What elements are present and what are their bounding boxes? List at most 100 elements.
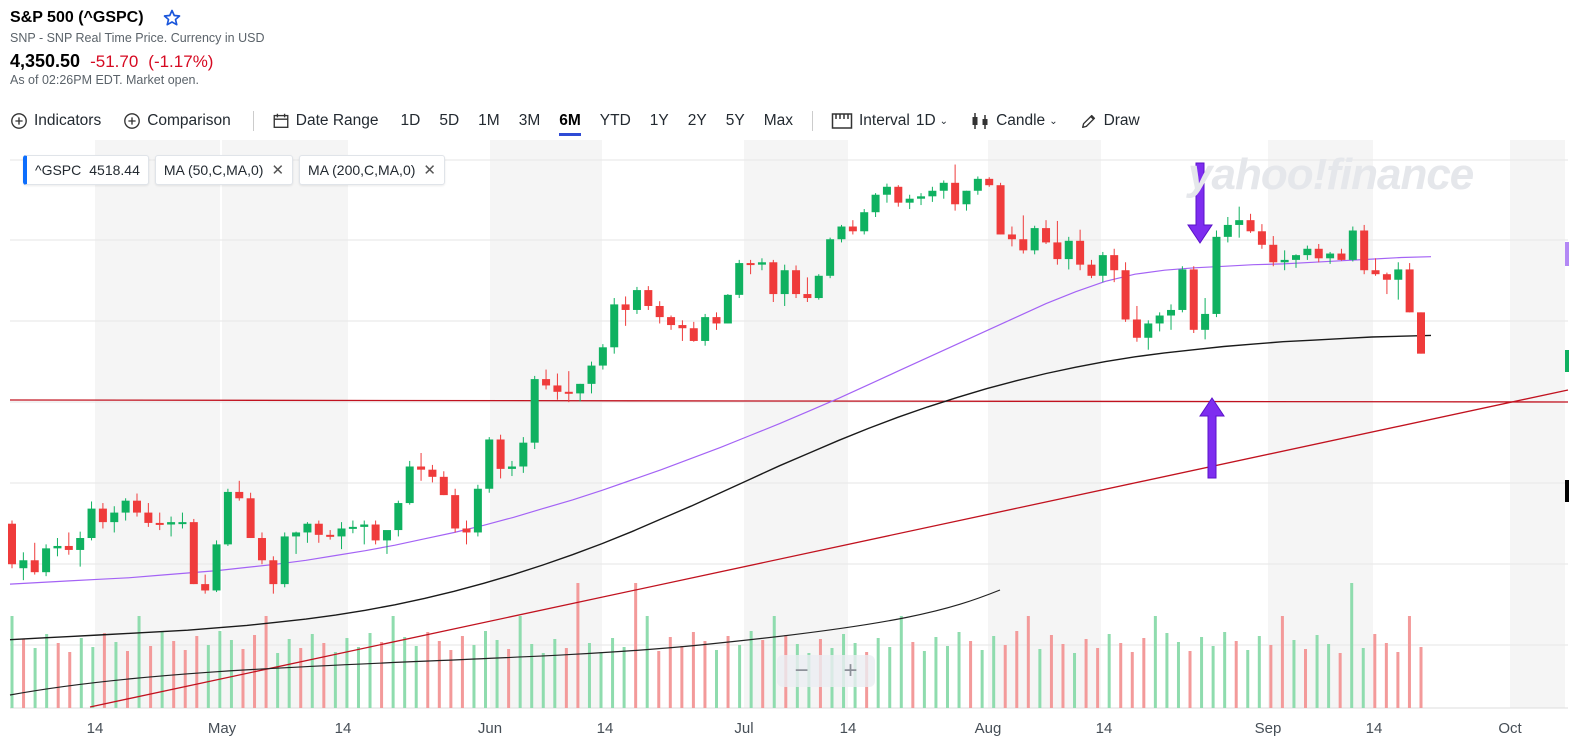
- interval-dropdown[interactable]: Interval 1D ⌄: [831, 112, 948, 130]
- x-axis-label: Jun: [478, 720, 502, 737]
- legend-symbol-chip[interactable]: ^GSPC 4518.44: [23, 155, 149, 185]
- volume-bar: [738, 645, 742, 708]
- close-icon[interactable]: ✕: [271, 162, 285, 179]
- candle-body: [246, 498, 255, 539]
- volume-bar: [287, 639, 291, 708]
- candle-body: [1064, 240, 1073, 260]
- candle-body: [394, 503, 403, 531]
- volume-bar: [1338, 653, 1342, 708]
- volume-bar: [691, 632, 695, 708]
- range-1d[interactable]: 1D: [400, 112, 421, 129]
- volume-bar: [1015, 631, 1019, 708]
- candle-body: [473, 488, 482, 533]
- x-axis-label: 14: [1096, 720, 1113, 737]
- range-1m[interactable]: 1M: [478, 112, 500, 129]
- chevron-down-icon: ⌄: [1049, 115, 1058, 127]
- candle-body: [178, 522, 187, 525]
- candle-body: [76, 538, 85, 550]
- volume-bar: [1165, 633, 1169, 708]
- quote-header: S&P 500 (^GSPC) SNP - SNP Real Time Pric…: [10, 8, 264, 87]
- zoom-out-button[interactable]: −: [794, 657, 809, 684]
- candle-body: [973, 178, 982, 191]
- chart-type-dropdown[interactable]: Candle ⌄: [970, 111, 1058, 131]
- candle-body: [1178, 269, 1187, 310]
- quote-subtitle: SNP - SNP Real Time Price. Currency in U…: [10, 31, 265, 45]
- candle-body: [564, 391, 573, 394]
- star-icon[interactable]: [162, 8, 182, 28]
- volume-bar: [634, 583, 638, 708]
- candle-body: [689, 328, 698, 341]
- volume-bar: [195, 636, 199, 708]
- candle-body: [735, 263, 744, 295]
- volume-bar: [1119, 643, 1123, 708]
- candle-body: [314, 523, 323, 535]
- volume-bar: [68, 652, 72, 708]
- candle-body: [337, 528, 346, 537]
- candle-body: [882, 186, 891, 195]
- volume-bar: [333, 652, 337, 708]
- range-3m[interactable]: 3M: [518, 112, 541, 129]
- interval-icon: [831, 113, 853, 129]
- yahoo-finance-watermark: yahoo!finance: [1188, 150, 1474, 199]
- volume-bar: [622, 647, 626, 708]
- candle-body: [1314, 248, 1323, 259]
- volume-bar: [1049, 635, 1053, 708]
- range-5y[interactable]: 5Y: [725, 112, 745, 129]
- range-2y[interactable]: 2Y: [687, 112, 707, 129]
- volume-bar: [403, 637, 407, 708]
- chart-type-label: Candle: [996, 112, 1046, 129]
- range-max[interactable]: Max: [763, 112, 793, 129]
- price-change: -51.70: [90, 52, 139, 71]
- candle-body: [42, 548, 51, 573]
- candle-body: [189, 522, 198, 585]
- close-icon[interactable]: ✕: [423, 162, 436, 179]
- volume-bar: [79, 638, 83, 708]
- x-axis-label: Oct: [1498, 720, 1522, 737]
- candle-body: [1257, 231, 1266, 245]
- candle-body: [1303, 248, 1312, 256]
- volume-bar: [484, 631, 488, 708]
- range-6m[interactable]: 6M: [559, 112, 581, 136]
- candle-body: [1337, 253, 1346, 260]
- range-5d[interactable]: 5D: [439, 112, 460, 129]
- price-chart[interactable]: 14 May 14 Jun 14 Jul 14 Aug 14 Sep 14 Oct: [0, 140, 1573, 750]
- quote-title: S&P 500 (^GSPC): [10, 9, 144, 26]
- legend-ma200-chip[interactable]: MA (200,C,MA,0) ✕: [299, 155, 445, 185]
- date-range-button[interactable]: Date Range: [272, 112, 379, 130]
- volume-bar: [980, 650, 984, 708]
- candle-body: [519, 442, 528, 467]
- candle-body: [1076, 240, 1085, 265]
- comparison-button[interactable]: Comparison: [123, 112, 231, 130]
- candle-body: [371, 524, 380, 541]
- zoom-controls: − +: [777, 655, 875, 687]
- volume-bar: [657, 651, 661, 708]
- legend-ma50-chip[interactable]: MA (50,C,MA,0) ✕: [154, 155, 294, 185]
- volume-bar: [206, 645, 210, 708]
- candle-body: [496, 439, 505, 469]
- candle-body: [1042, 228, 1051, 243]
- x-axis-label: May: [208, 720, 237, 737]
- chart-band: [490, 140, 602, 708]
- candle-body: [996, 185, 1005, 235]
- candle-body: [30, 560, 39, 573]
- volume-bar: [1407, 616, 1411, 708]
- candle-body: [1121, 270, 1130, 320]
- draw-button[interactable]: Draw: [1080, 112, 1140, 130]
- legend-symbol-value: 4518.44: [89, 162, 140, 178]
- candle-body: [155, 522, 164, 525]
- candle-body: [1371, 270, 1380, 275]
- volume-bar: [449, 650, 453, 708]
- candle-body: [235, 491, 244, 499]
- interval-value: 1D: [915, 112, 936, 129]
- candle-body: [1326, 253, 1335, 259]
- candle-body: [1360, 230, 1369, 271]
- zoom-in-button[interactable]: +: [843, 657, 858, 684]
- volume-bar: [1327, 644, 1331, 708]
- volume-bar: [761, 640, 765, 708]
- indicators-button[interactable]: Indicators: [10, 112, 101, 130]
- legend-ma50-label: MA (50,C,MA,0): [163, 162, 264, 178]
- plus-circle-icon: [124, 113, 141, 129]
- range-1y[interactable]: 1Y: [649, 112, 669, 129]
- range-ytd[interactable]: YTD: [599, 112, 631, 129]
- volume-bar: [1153, 616, 1157, 708]
